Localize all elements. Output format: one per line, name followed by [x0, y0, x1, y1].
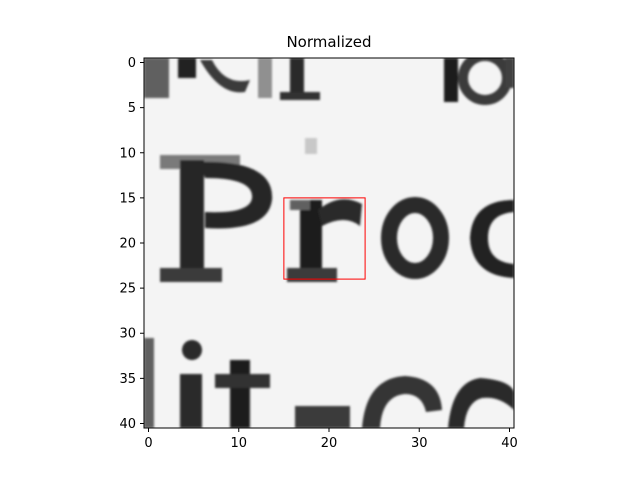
- bottom-t-bar: [215, 374, 270, 388]
- bottom-fragment-4: [448, 378, 514, 428]
- chart-title: Normalized: [286, 33, 372, 51]
- letter-r-stem: [300, 200, 322, 280]
- y-tick-label: 25: [119, 282, 136, 297]
- image-content: [144, 58, 514, 428]
- y-tick-label: 40: [119, 417, 136, 432]
- highlight-box: [283, 197, 366, 280]
- x-tick-label: 30: [411, 436, 428, 451]
- letter-r-left-serif: [290, 200, 310, 210]
- top-fragment-4: [258, 58, 272, 98]
- bottom-fragment-1: [144, 338, 154, 428]
- x-tick-label: 40: [501, 436, 518, 451]
- letter-P-serif-bottom: [160, 268, 222, 282]
- bottom-fragment-3: [362, 376, 442, 428]
- image-area: [144, 58, 514, 428]
- y-tick-label: 20: [119, 237, 136, 252]
- x-tick-label: 0: [144, 436, 152, 451]
- letter-P-bowl: [200, 161, 273, 229]
- letter-r-serif: [287, 268, 337, 282]
- dot-mark: [305, 138, 317, 154]
- top-fragment-3: [200, 60, 250, 93]
- y-tick-label: 15: [119, 191, 136, 206]
- letter-c: [470, 200, 514, 278]
- bottom-fragment-2: [295, 406, 350, 428]
- y-tick-label: 5: [128, 101, 136, 116]
- letter-P-stem: [180, 160, 204, 280]
- top-fragment-1: [144, 58, 169, 98]
- top-fragment-9: [505, 58, 514, 88]
- x-tick-label: 10: [230, 436, 247, 451]
- y-tick-label: 10: [119, 146, 136, 161]
- y-tick-label: 30: [119, 327, 136, 342]
- top-fragment-5: [290, 58, 304, 98]
- bottom-i-stem: [180, 374, 202, 428]
- y-tick-label: 35: [119, 372, 136, 387]
- bottom-i-dot: [182, 340, 202, 360]
- top-fragment-6: [280, 92, 320, 100]
- x-axis: 0 10 20 30 40: [144, 428, 518, 451]
- bottom-t-stem: [230, 360, 250, 428]
- top-fragment-2: [178, 58, 196, 78]
- y-axis: 0 5 10 15 20 25 30 35 40: [119, 56, 144, 432]
- letter-o: [381, 197, 449, 279]
- letter-r-shoulder: [318, 199, 362, 226]
- x-tick-label: 20: [321, 436, 338, 451]
- y-tick-label: 0: [128, 56, 136, 71]
- image-background: [144, 58, 514, 428]
- top-fragment-7: [444, 58, 458, 102]
